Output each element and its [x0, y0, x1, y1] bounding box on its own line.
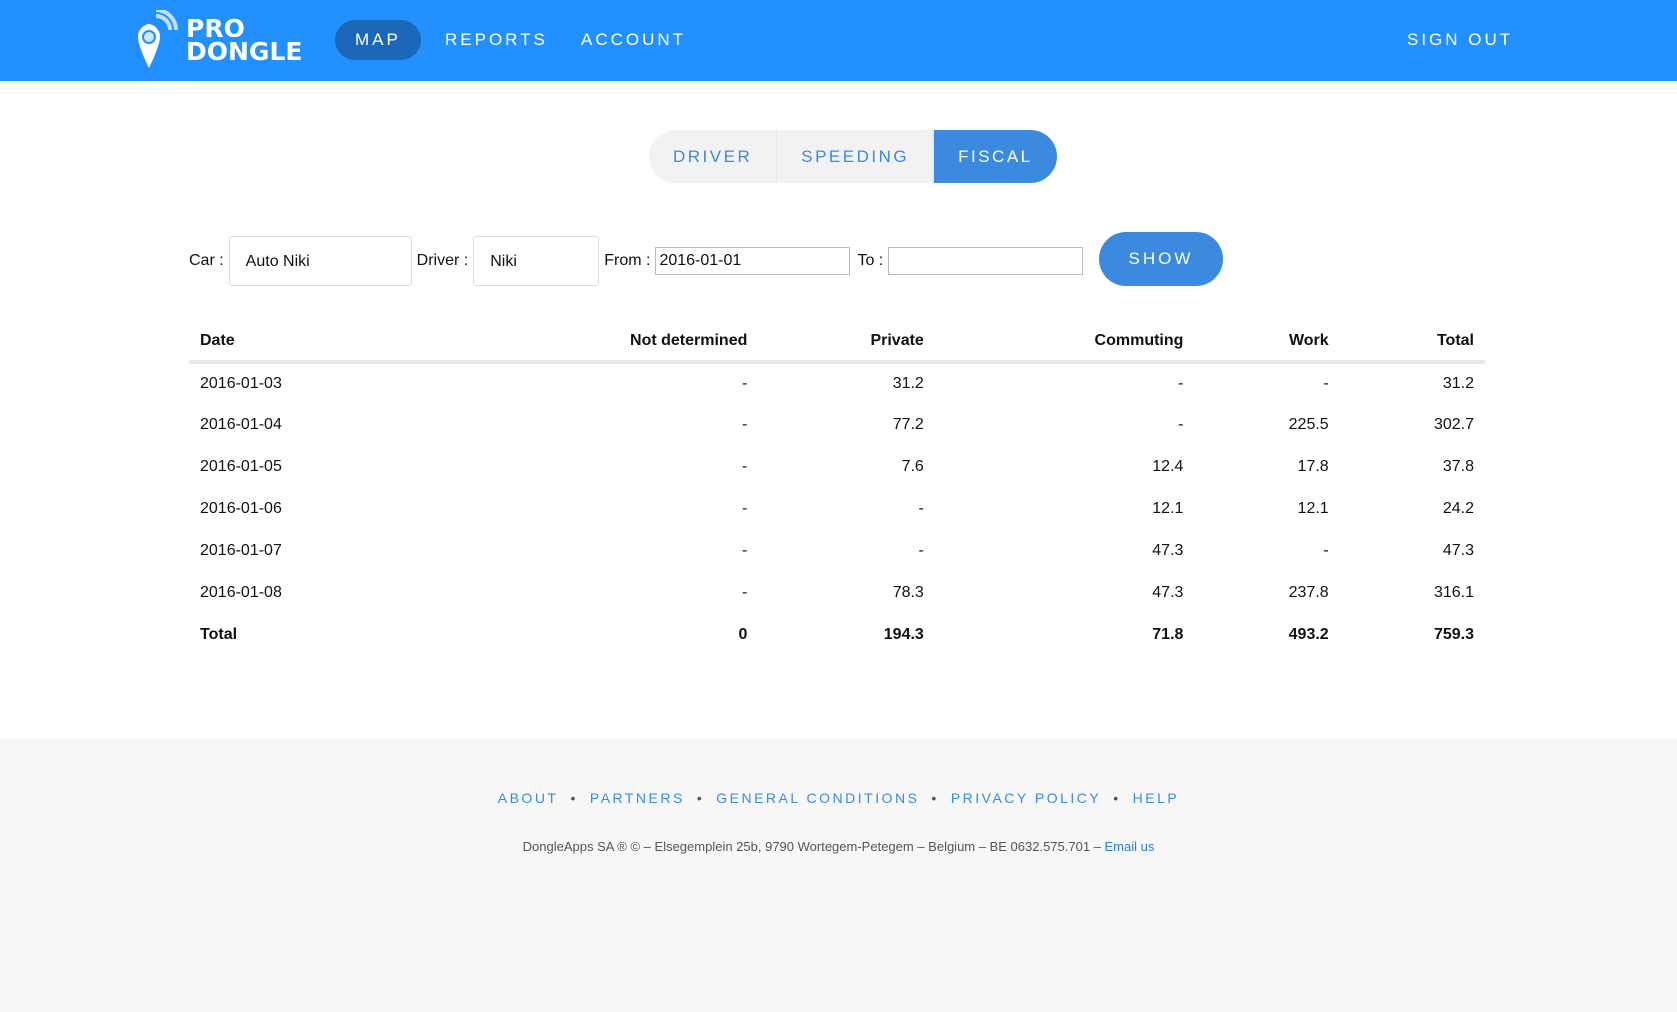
driver-select[interactable]: Niki — [473, 236, 600, 286]
table-row: 2016-01-05 - 7.6 12.4 17.8 37.8 — [189, 446, 1485, 488]
table-header: Date Not determined Private Commuting Work To… — [189, 322, 1485, 364]
total-cell: 759.3 — [1433, 626, 1474, 643]
table-cell: 7.6 — [901, 458, 924, 475]
column-header: Total — [1339, 322, 1485, 364]
footer-address: DongleApps SA ® © – Elsegemplein 25b, 97… — [0, 839, 1677, 854]
logo[interactable]: PRO DONGLE — [134, 10, 302, 70]
table-row: 2016-01-07 - - 47.3 - 47.3 — [189, 530, 1485, 572]
car-label: Car : — [189, 252, 224, 269]
table-cell: - — [1323, 375, 1329, 392]
email-us-link[interactable]: Email us — [1104, 839, 1155, 854]
table-cell: 237.8 — [1288, 584, 1329, 601]
separator-dot: • — [931, 790, 939, 806]
table-row: 2016-01-03 - 31.2 - - 31.2 — [189, 362, 1485, 404]
from-label: From : — [604, 252, 651, 269]
total-cell: 493.2 — [1288, 626, 1329, 643]
table-cell: - — [742, 416, 748, 433]
table-cell: - — [742, 542, 748, 559]
top-navbar: PRO DONGLE MAP REPORTS ACCOUNT SIGN OUT — [0, 0, 1677, 81]
table-cell: 2016-01-03 — [200, 375, 282, 392]
logo-line2: DONGLE — [186, 37, 303, 66]
filter-form: Car : Auto Niki Driver : Niki From : 201… — [189, 236, 1090, 286]
table-cell: - — [1178, 375, 1184, 392]
table-cell: - — [1178, 416, 1184, 433]
table-cell: - — [1323, 542, 1329, 559]
column-header: Not determined — [432, 322, 759, 364]
footer-link[interactable]: PRIVACY POLICY — [950, 790, 1102, 806]
nav-account[interactable]: ACCOUNT — [581, 30, 687, 49]
separator-dot: • — [1113, 790, 1121, 806]
table-cell: 2016-01-08 — [200, 584, 282, 601]
table-cell: - — [742, 584, 748, 601]
table-row: 2016-01-08 - 78.3 47.3 237.8 316.1 — [189, 572, 1485, 614]
total-cell: 0 — [738, 626, 748, 643]
report-tabs: DRIVER SPEEDING FISCAL — [649, 130, 1057, 183]
show-button[interactable]: SHOW — [1099, 232, 1223, 286]
to-label: To : — [857, 252, 884, 269]
from-date-input[interactable]: 2016-01-01 — [655, 247, 851, 275]
table-cell: - — [918, 542, 924, 559]
table-cell: 12.1 — [1297, 500, 1329, 517]
table-cell: 47.3 — [1442, 542, 1474, 559]
tab-speeding[interactable]: SPEEDING — [777, 130, 935, 183]
table-cell: 12.4 — [1152, 458, 1184, 475]
footer-link[interactable]: GENERAL CONDITIONS — [716, 790, 920, 806]
table-cell: 31.2 — [1442, 375, 1474, 392]
nav-map[interactable]: MAP — [335, 20, 421, 60]
to-date-input[interactable] — [888, 247, 1084, 275]
table-cell: 2016-01-07 — [200, 542, 282, 559]
total-cell: Total — [200, 626, 238, 643]
separator-dot: • — [570, 790, 578, 806]
footer-links: ABOUT • PARTNERS • GENERAL CONDITIONS • PRIVAC… — [0, 790, 1677, 806]
table-cell: 24.2 — [1442, 500, 1474, 517]
table-cell: 77.2 — [892, 416, 924, 433]
driver-label: Driver : — [416, 252, 469, 269]
table-cell: 47.3 — [1152, 542, 1184, 559]
column-header: Date — [189, 322, 433, 364]
location-signal-icon — [137, 10, 178, 68]
table-cell: 37.8 — [1442, 458, 1474, 475]
sign-out-link[interactable]: SIGN OUT — [1407, 30, 1514, 49]
column-header: Work — [1194, 322, 1340, 364]
table-cell: 2016-01-06 — [200, 500, 282, 517]
table-cell: - — [918, 500, 924, 517]
fiscal-table: Date Not determined Private Commuting Work To… — [189, 322, 1485, 656]
footer-link[interactable]: HELP — [1132, 790, 1180, 806]
total-cell: 71.8 — [1152, 626, 1184, 643]
table-cell: - — [742, 500, 748, 517]
total-cell: 194.3 — [883, 626, 924, 643]
footer-link[interactable]: PARTNERS — [589, 790, 685, 806]
table-row: 2016-01-04 - 77.2 - 225.5 302.7 — [189, 404, 1485, 446]
car-select[interactable]: Auto Niki — [228, 236, 412, 286]
column-header: Commuting — [934, 322, 1195, 364]
total-row: Total 0 194.3 71.8 493.2 759.3 — [189, 614, 1485, 656]
separator-dot: • — [696, 790, 705, 806]
table-cell: 17.8 — [1297, 458, 1329, 475]
table-cell: 31.2 — [892, 375, 924, 392]
column-header: Private — [758, 322, 935, 364]
table-cell: 12.1 — [1152, 500, 1184, 517]
table-cell: - — [742, 375, 748, 392]
address-text: DongleApps SA ® © – Elsegemplein 25b, 97… — [522, 839, 1105, 854]
footer: ABOUT • PARTNERS • GENERAL CONDITIONS • PRIVAC… — [0, 738, 1677, 1012]
table-cell: 316.1 — [1433, 584, 1474, 601]
table-cell: - — [742, 458, 748, 475]
table-cell: 2016-01-05 — [200, 458, 282, 475]
table-cell: 2016-01-04 — [200, 416, 282, 433]
nav-reports[interactable]: REPORTS — [445, 30, 548, 49]
logo-line1: PRO — [186, 14, 245, 43]
table-cell: 302.7 — [1433, 416, 1474, 433]
tab-driver[interactable]: DRIVER — [649, 130, 778, 183]
table-cell: 47.3 — [1152, 584, 1184, 601]
table-row: 2016-01-06 - - 12.1 12.1 24.2 — [189, 488, 1485, 530]
footer-link[interactable]: ABOUT — [497, 790, 559, 806]
table-cell: 78.3 — [892, 584, 924, 601]
tab-fiscal[interactable]: FISCAL — [934, 130, 1057, 183]
table-cell: 225.5 — [1288, 416, 1329, 433]
